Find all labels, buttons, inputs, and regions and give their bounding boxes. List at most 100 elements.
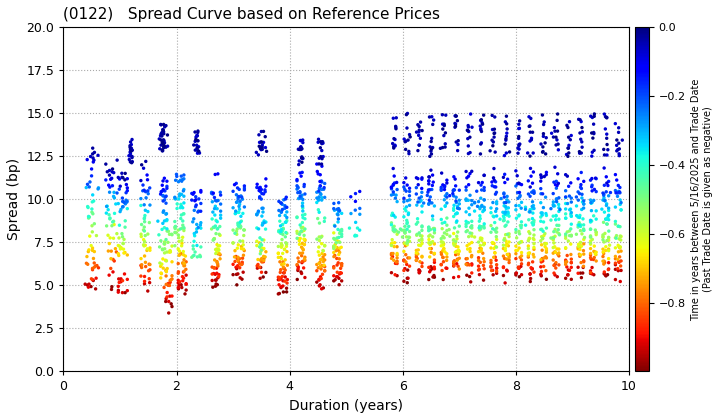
Point: [256, 255, 267, 262]
Point: [161, 268, 172, 274]
Point: [313, 155, 325, 162]
Point: [428, 265, 440, 272]
Point: [331, 255, 343, 262]
Point: [601, 152, 613, 158]
Point: [537, 258, 549, 265]
Point: [189, 232, 200, 239]
Point: [170, 196, 181, 202]
Point: [549, 226, 561, 233]
Point: [436, 251, 447, 258]
Point: [462, 260, 473, 267]
Point: [441, 177, 453, 184]
Point: [578, 258, 590, 265]
Point: [299, 236, 310, 243]
Point: [189, 249, 201, 255]
Point: [486, 178, 498, 185]
Point: [282, 262, 293, 269]
Point: [613, 150, 625, 157]
Point: [136, 221, 148, 228]
Point: [260, 183, 271, 189]
Point: [585, 240, 596, 247]
Point: [462, 135, 474, 142]
Point: [564, 206, 576, 213]
Point: [210, 283, 221, 290]
Point: [178, 227, 189, 234]
Point: [500, 247, 511, 254]
Point: [292, 262, 303, 269]
Point: [479, 204, 490, 210]
Point: [552, 246, 563, 252]
Point: [585, 252, 596, 258]
Point: [513, 202, 525, 209]
Point: [513, 265, 524, 271]
Point: [125, 139, 136, 145]
Point: [400, 146, 411, 153]
Point: [536, 174, 547, 181]
Point: [158, 197, 170, 203]
Point: [386, 221, 397, 228]
Point: [574, 212, 585, 219]
Point: [603, 228, 615, 234]
Point: [428, 257, 440, 263]
Point: [528, 244, 540, 251]
Point: [86, 206, 98, 213]
Point: [416, 236, 428, 242]
Point: [539, 255, 550, 261]
Point: [498, 218, 509, 224]
Point: [486, 267, 498, 274]
Point: [475, 195, 487, 202]
Point: [536, 112, 548, 118]
Point: [116, 230, 127, 237]
Point: [416, 189, 428, 196]
Point: [611, 147, 623, 154]
Point: [294, 195, 306, 202]
Point: [114, 208, 126, 215]
Point: [275, 230, 287, 237]
Point: [166, 231, 178, 238]
Point: [600, 215, 611, 222]
Point: [273, 250, 284, 257]
Point: [159, 239, 171, 245]
Point: [294, 235, 306, 242]
Point: [349, 232, 361, 239]
Point: [231, 231, 243, 238]
Point: [476, 245, 487, 252]
Point: [427, 172, 438, 178]
Point: [499, 223, 510, 230]
Point: [144, 247, 156, 254]
Point: [477, 250, 489, 257]
Point: [315, 281, 326, 288]
Point: [453, 247, 464, 253]
Point: [541, 249, 552, 256]
Point: [489, 184, 500, 190]
Point: [135, 195, 147, 202]
Point: [514, 181, 526, 187]
Point: [614, 244, 626, 250]
Point: [438, 245, 449, 252]
Point: [166, 300, 177, 307]
Point: [328, 263, 340, 270]
Point: [410, 247, 422, 254]
Point: [235, 274, 246, 281]
Point: [319, 194, 330, 201]
Point: [491, 270, 503, 277]
Point: [603, 213, 614, 220]
Point: [512, 150, 523, 157]
Point: [396, 227, 408, 234]
Point: [160, 298, 171, 305]
Point: [296, 155, 307, 161]
Point: [135, 262, 147, 269]
Point: [329, 222, 341, 228]
Point: [435, 145, 446, 152]
Point: [404, 202, 415, 209]
Point: [238, 247, 250, 254]
Point: [166, 231, 177, 238]
Point: [296, 270, 307, 277]
Point: [173, 286, 184, 292]
Point: [436, 235, 447, 242]
Point: [92, 152, 104, 159]
Point: [387, 226, 399, 233]
Point: [436, 111, 448, 118]
Point: [464, 134, 476, 141]
Point: [212, 171, 224, 177]
